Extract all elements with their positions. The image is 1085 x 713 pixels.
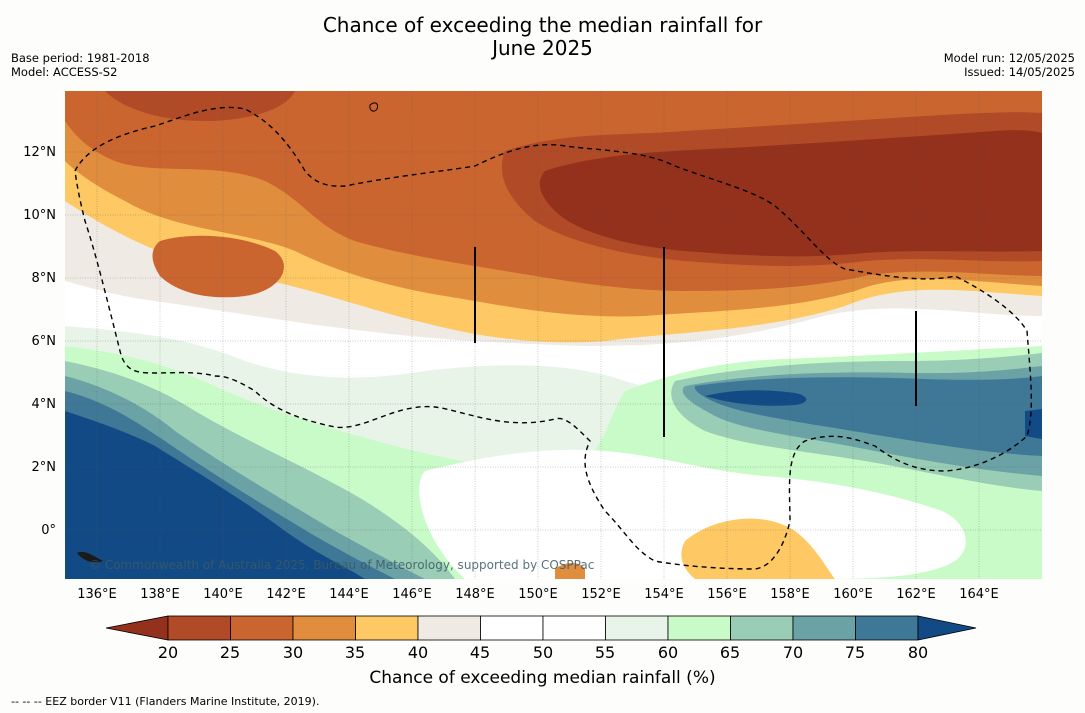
lon-label-142e: 142°E	[266, 587, 306, 602]
eez-border	[74, 106, 1032, 570]
colorbar-tick-40: 40	[407, 643, 429, 662]
colorbar-tick-45: 45	[469, 643, 491, 662]
lat-label-8n: 8°N	[31, 271, 57, 286]
colorbar-tick-25: 25	[219, 643, 241, 662]
eez-footnote: -- -- -- EEZ border V11 (Flanders Marine…	[11, 695, 320, 708]
island-outline-sw	[77, 551, 103, 563]
lon-label-140e: 140°E	[203, 587, 243, 602]
band-above-80	[65, 411, 365, 579]
colorbar-tick-55: 55	[594, 643, 616, 662]
map-svg	[65, 91, 1042, 579]
colorbar-segment	[542, 615, 606, 641]
colorbar-segment	[230, 615, 294, 641]
lon-label-150e: 150°E	[518, 587, 558, 602]
lon-label-144e: 144°E	[329, 587, 369, 602]
copyright-text: © Commonwealth of Australia 2025, Bureau…	[89, 558, 595, 572]
colorbar-segment	[605, 615, 669, 641]
lon-label-158e: 158°E	[770, 587, 810, 602]
lon-label-136e: 136°E	[77, 587, 117, 602]
island-outline	[369, 102, 378, 112]
lat-label-0: 0°	[41, 523, 56, 538]
band-20-25-nw	[105, 91, 295, 121]
colorbar-tick-20: 20	[157, 643, 179, 662]
colorbar-extend-low	[106, 615, 169, 641]
band-35-40-south	[681, 518, 835, 579]
colorbar	[106, 615, 977, 641]
band-30-35-south	[555, 563, 585, 579]
colorbar-segment	[167, 615, 231, 641]
colorbar-tick-30: 30	[282, 643, 304, 662]
title-line-1: Chance of exceeding the median rainfall …	[322, 13, 763, 37]
lon-label-162e: 162°E	[896, 587, 936, 602]
issued-date: Issued: 14/05/2025	[964, 65, 1075, 79]
colorbar-segment	[855, 615, 919, 641]
lon-label-154e: 154°E	[644, 587, 684, 602]
colorbar-segment	[417, 615, 481, 641]
lon-label-138e: 138°E	[140, 587, 180, 602]
band-above-80-east	[705, 390, 807, 406]
band-25-30-west	[152, 235, 284, 298]
colorbar-tick-65: 65	[719, 643, 741, 662]
lon-label-146e: 146°E	[392, 587, 432, 602]
colorbar-tick-80: 80	[907, 643, 929, 662]
colorbar-tick-60: 60	[657, 643, 679, 662]
lon-label-160e: 160°E	[833, 587, 873, 602]
model-run: Model run: 12/05/2025	[943, 51, 1075, 65]
band-55-south	[419, 449, 966, 579]
model-name: Model: ACCESS-S2	[11, 65, 118, 79]
lon-label-164e: 164°E	[959, 587, 999, 602]
lat-label-6n: 6°N	[31, 334, 57, 349]
colorbar-tick-70: 70	[782, 643, 804, 662]
base-period: Base period: 1981-2018	[11, 51, 150, 65]
lat-label-4n: 4°N	[31, 397, 57, 412]
colorbar-label: Chance of exceeding median rainfall (%)	[369, 668, 716, 688]
band-above-80-far-east	[1025, 409, 1042, 439]
graticule	[65, 91, 1042, 579]
colorbar-tick-50: 50	[532, 643, 554, 662]
colorbar-tick-35: 35	[344, 643, 366, 662]
colorbar-segment	[292, 615, 356, 641]
lat-label-10n: 10°N	[23, 208, 56, 223]
lat-label-12n: 12°N	[23, 145, 56, 160]
colorbar-segment	[730, 615, 794, 641]
meta-right: Model run: 12/05/2025 Issued: 14/05/2025	[944, 51, 1075, 79]
colorbar-extend-high	[917, 615, 977, 641]
title-line-2: June 2025	[492, 36, 593, 60]
rainfall-map	[65, 91, 1042, 579]
colorbar-segment	[480, 615, 544, 641]
map-title: Chance of exceeding the median rainfall …	[0, 14, 1085, 60]
colorbar-tick-75: 75	[844, 643, 866, 662]
colorbar-segment	[667, 615, 731, 641]
band-below-20	[539, 130, 1042, 257]
colorbar-segment	[792, 615, 856, 641]
lat-label-2n: 2°N	[31, 460, 57, 475]
meta-left: Base period: 1981-2018 Model: ACCESS-S2	[11, 51, 150, 79]
colorbar-segment	[355, 615, 419, 641]
lon-label-156e: 156°E	[707, 587, 747, 602]
lon-label-148e: 148°E	[455, 587, 495, 602]
lon-label-152e: 152°E	[581, 587, 621, 602]
